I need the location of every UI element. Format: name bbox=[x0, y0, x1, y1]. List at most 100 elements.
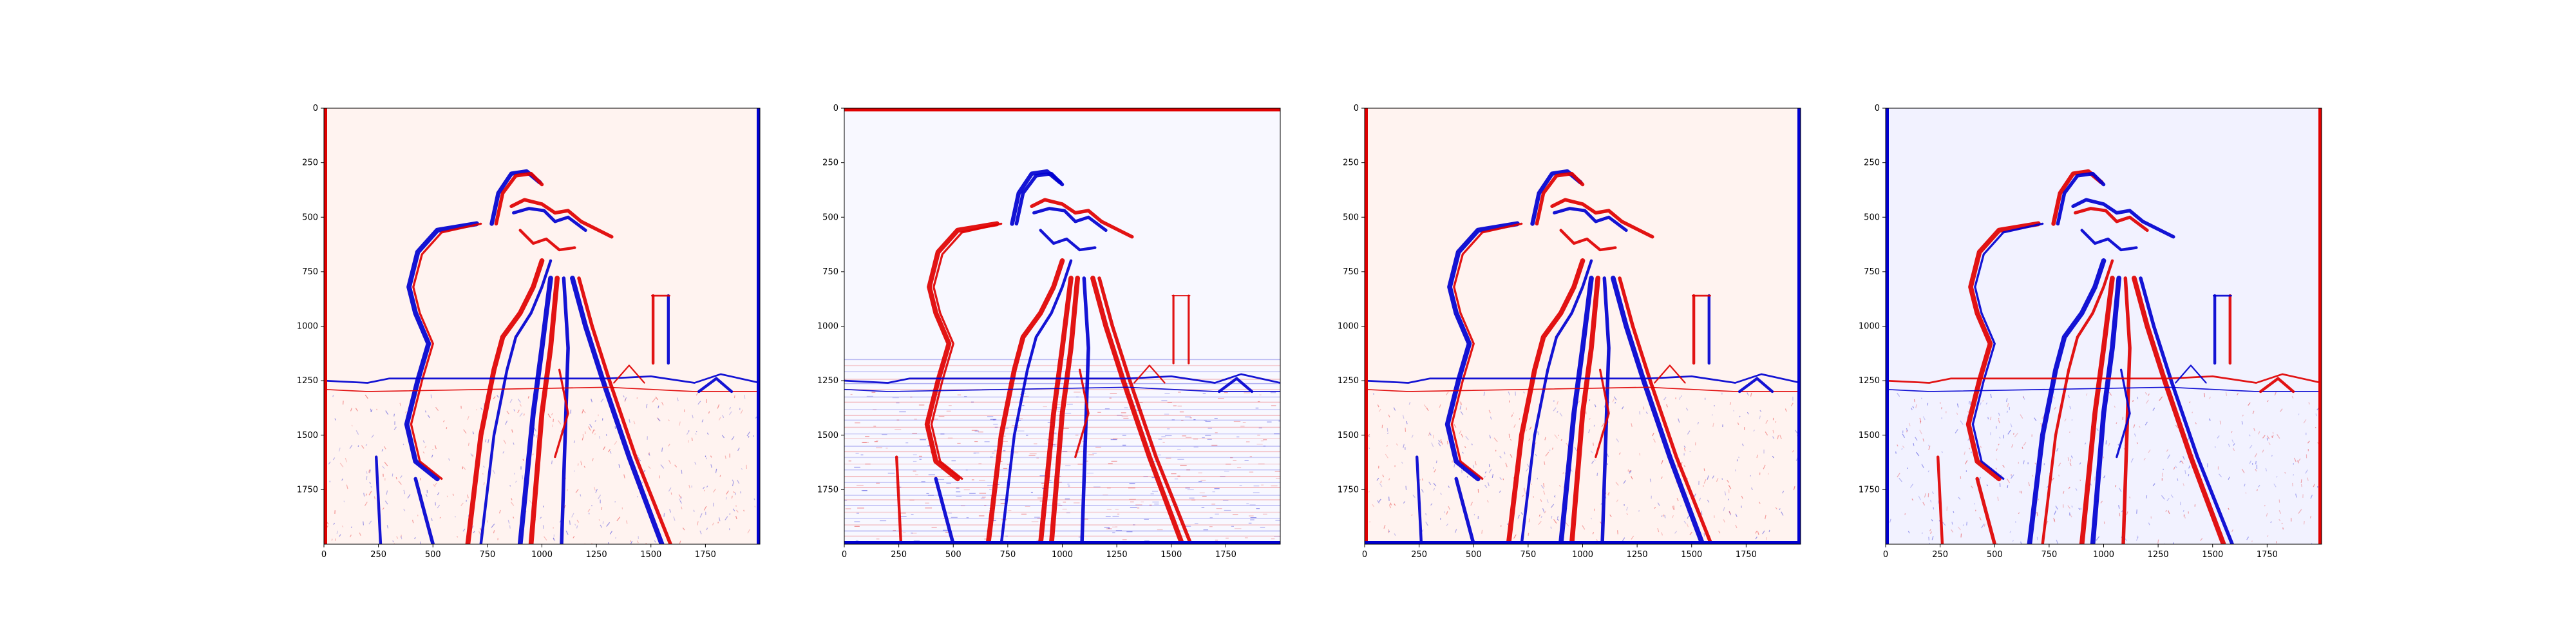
texture-mark bbox=[1600, 502, 1602, 505]
texture-mark bbox=[1915, 437, 1918, 441]
texture-mark bbox=[753, 435, 754, 437]
texture-mark bbox=[2168, 510, 2170, 515]
texture-mark bbox=[1772, 430, 1774, 433]
edge-stroke bbox=[570, 276, 665, 544]
texture-mark bbox=[1703, 479, 1707, 484]
texture-mark bbox=[488, 439, 489, 444]
texture-mark bbox=[1707, 475, 1709, 480]
texture-mark bbox=[1582, 525, 1586, 530]
texture-mark bbox=[2018, 512, 2020, 515]
texture-mark bbox=[673, 516, 676, 521]
edge-stroke bbox=[577, 276, 672, 544]
texture-mark bbox=[1535, 453, 1537, 457]
texture-mark bbox=[2278, 518, 2281, 522]
texture-mark bbox=[2163, 468, 2164, 471]
texture-mark bbox=[1921, 532, 1923, 535]
texture-mark bbox=[2258, 485, 2260, 488]
texture-mark bbox=[2195, 422, 2197, 424]
edge-stroke bbox=[1550, 198, 1654, 239]
edge-stroke bbox=[2041, 259, 2114, 544]
x-tick-label: 1500 bbox=[2202, 550, 2223, 560]
texture-mark bbox=[355, 408, 358, 412]
edge-stroke bbox=[1074, 368, 1090, 459]
texture-mark bbox=[1750, 475, 1752, 477]
texture-mark bbox=[1908, 422, 1911, 426]
texture-mark bbox=[1765, 431, 1768, 436]
texture-mark bbox=[1707, 499, 1710, 503]
texture-mark bbox=[661, 447, 663, 452]
texture-mark bbox=[1765, 515, 1766, 520]
texture-mark bbox=[374, 496, 375, 500]
texture-mark bbox=[1672, 515, 1674, 518]
texture-mark bbox=[740, 410, 743, 414]
texture-mark bbox=[1530, 483, 1532, 485]
texture-mark bbox=[1519, 418, 1520, 420]
texture-mark bbox=[641, 482, 643, 484]
texture-mark bbox=[1678, 418, 1680, 423]
texture-mark bbox=[724, 455, 726, 459]
texture-mark bbox=[386, 490, 388, 495]
texture-mark bbox=[435, 406, 439, 411]
texture-mark bbox=[576, 520, 580, 523]
texture-mark bbox=[2310, 495, 2313, 499]
texture-mark bbox=[1615, 482, 1619, 486]
texture-mark bbox=[1446, 523, 1449, 527]
texture-mark bbox=[697, 401, 701, 405]
texture-mark bbox=[1931, 519, 1933, 522]
texture-mark bbox=[2022, 395, 2025, 400]
texture-mark bbox=[1543, 490, 1546, 495]
texture-mark bbox=[395, 477, 397, 480]
texture-mark bbox=[721, 435, 725, 439]
texture-mark bbox=[503, 439, 506, 444]
texture-mark bbox=[629, 419, 630, 423]
texture-mark bbox=[1785, 408, 1787, 412]
texture-mark bbox=[574, 524, 576, 526]
texture-mark bbox=[2258, 431, 2260, 435]
texture-mark bbox=[2280, 408, 2283, 412]
edge-stroke bbox=[1080, 276, 1090, 544]
texture-mark bbox=[1957, 526, 1961, 531]
texture-mark bbox=[2159, 396, 2163, 401]
texture-mark bbox=[2007, 430, 2011, 435]
texture-mark bbox=[437, 492, 440, 495]
x-tick-label: 1750 bbox=[1736, 550, 1757, 560]
texture-mark bbox=[2270, 521, 2272, 524]
texture-mark bbox=[1939, 402, 1941, 404]
texture-mark bbox=[1499, 455, 1502, 459]
texture-mark bbox=[679, 500, 683, 504]
texture-mark bbox=[403, 489, 406, 495]
texture-mark bbox=[2298, 509, 2302, 514]
texture-mark bbox=[2241, 468, 2245, 473]
texture-mark bbox=[1550, 504, 1555, 508]
texture-mark bbox=[1772, 455, 1774, 459]
texture-mark bbox=[2010, 474, 2012, 476]
texture-mark bbox=[1435, 460, 1437, 464]
texture-mark bbox=[609, 451, 612, 454]
texture-mark bbox=[1953, 511, 1955, 513]
x-tick-label: 1250 bbox=[586, 550, 607, 560]
texture-mark bbox=[2175, 424, 2179, 429]
edge-stroke bbox=[2132, 276, 2226, 544]
texture-mark bbox=[431, 455, 433, 458]
texture-mark bbox=[565, 530, 569, 535]
texture-mark bbox=[1747, 412, 1749, 415]
texture-mark bbox=[569, 520, 571, 525]
texture-mark bbox=[2007, 402, 2009, 407]
border-edge-left bbox=[1365, 108, 1368, 544]
texture-mark bbox=[1649, 478, 1652, 482]
texture-mark bbox=[722, 415, 724, 419]
edge-stroke bbox=[1600, 276, 1611, 544]
y-tick-label: 0 bbox=[1354, 104, 1359, 113]
texture-mark bbox=[1487, 482, 1490, 487]
texture-mark bbox=[2284, 471, 2286, 474]
texture-mark bbox=[1986, 484, 1989, 487]
texture-mark bbox=[1484, 484, 1488, 488]
texture-mark bbox=[1529, 426, 1532, 430]
edge-stroke bbox=[1553, 207, 1628, 232]
texture-mark bbox=[600, 524, 603, 528]
texture-mark bbox=[703, 489, 705, 491]
x-tick-label: 1250 bbox=[2148, 550, 2169, 560]
texture-mark bbox=[1652, 432, 1654, 437]
texture-mark bbox=[712, 522, 714, 526]
texture-mark bbox=[1616, 499, 1619, 502]
